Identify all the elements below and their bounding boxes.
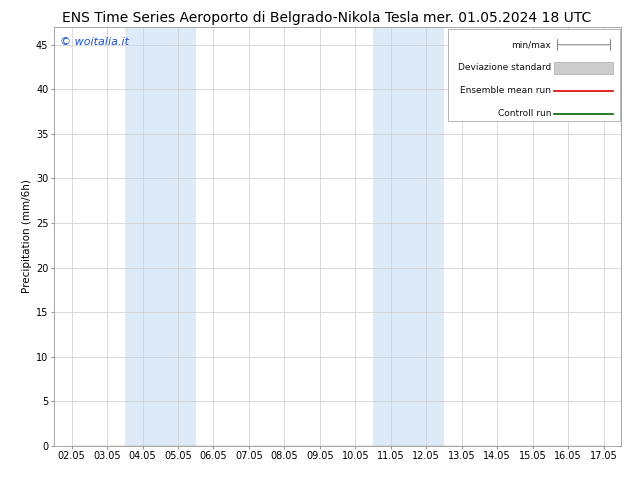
- Text: ENS Time Series Aeroporto di Belgrado-Nikola Tesla: ENS Time Series Aeroporto di Belgrado-Ni…: [62, 11, 420, 25]
- Text: Controll run: Controll run: [498, 109, 551, 119]
- Text: Deviazione standard: Deviazione standard: [458, 63, 551, 73]
- Text: min/max: min/max: [512, 40, 551, 49]
- Bar: [555, 62, 613, 74]
- Bar: [373, 27, 444, 446]
- Text: mer. 01.05.2024 18 UTC: mer. 01.05.2024 18 UTC: [423, 11, 592, 25]
- Text: Ensemble mean run: Ensemble mean run: [460, 86, 551, 96]
- FancyBboxPatch shape: [448, 29, 619, 121]
- Text: © woitalia.it: © woitalia.it: [60, 37, 129, 48]
- Y-axis label: Precipitation (mm/6h): Precipitation (mm/6h): [22, 179, 32, 294]
- Bar: [125, 27, 196, 446]
